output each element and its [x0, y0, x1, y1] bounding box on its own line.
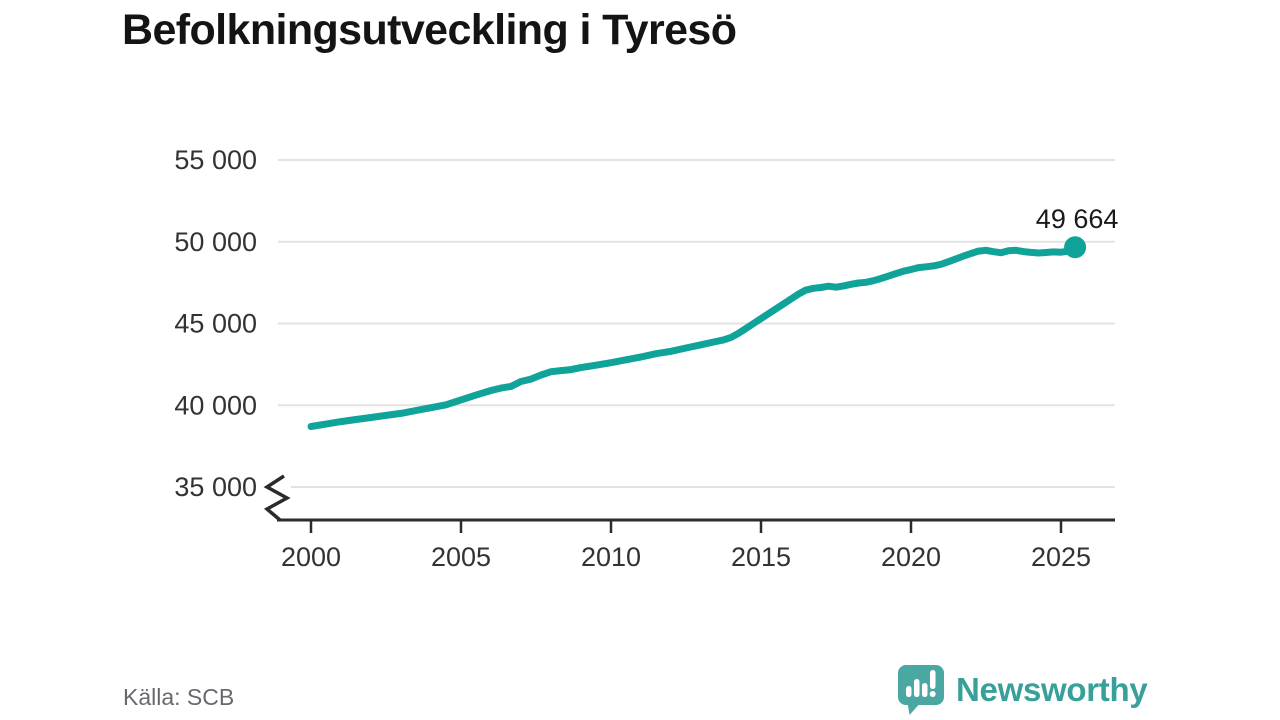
x-axis-label: 2010 [581, 542, 641, 572]
population-line-chart: 35 000 40 000 45 000 50 000 55 000 2000 2005 20… [174, 145, 1119, 572]
end-point-label: 49 664 [1036, 204, 1119, 234]
newsworthy-logo: Newsworthy [896, 663, 1148, 716]
population-line [307, 243, 1079, 430]
newsworthy-wordmark: Newsworthy [956, 670, 1148, 708]
x-axis-label: 2005 [431, 542, 491, 572]
x-axis-label: 2015 [731, 542, 791, 572]
axis-break-icon [263, 474, 291, 522]
x-axis-label: 2020 [881, 542, 941, 572]
chart-title: Befolkningsutveckling i Tyresö [122, 6, 737, 54]
y-axis-label: 55 000 [174, 145, 257, 175]
y-axis-label: 35 000 [174, 472, 257, 502]
x-axis-label: 2025 [1031, 542, 1091, 572]
y-axis-label: 50 000 [174, 227, 257, 257]
newsworthy-logo-icon [898, 665, 944, 715]
y-axis-label: 40 000 [174, 390, 257, 420]
x-axis-label: 2000 [281, 542, 341, 572]
y-axis-label: 45 000 [174, 309, 257, 339]
end-point-marker [1064, 236, 1087, 259]
source-note: Källa: SCB [123, 684, 235, 710]
